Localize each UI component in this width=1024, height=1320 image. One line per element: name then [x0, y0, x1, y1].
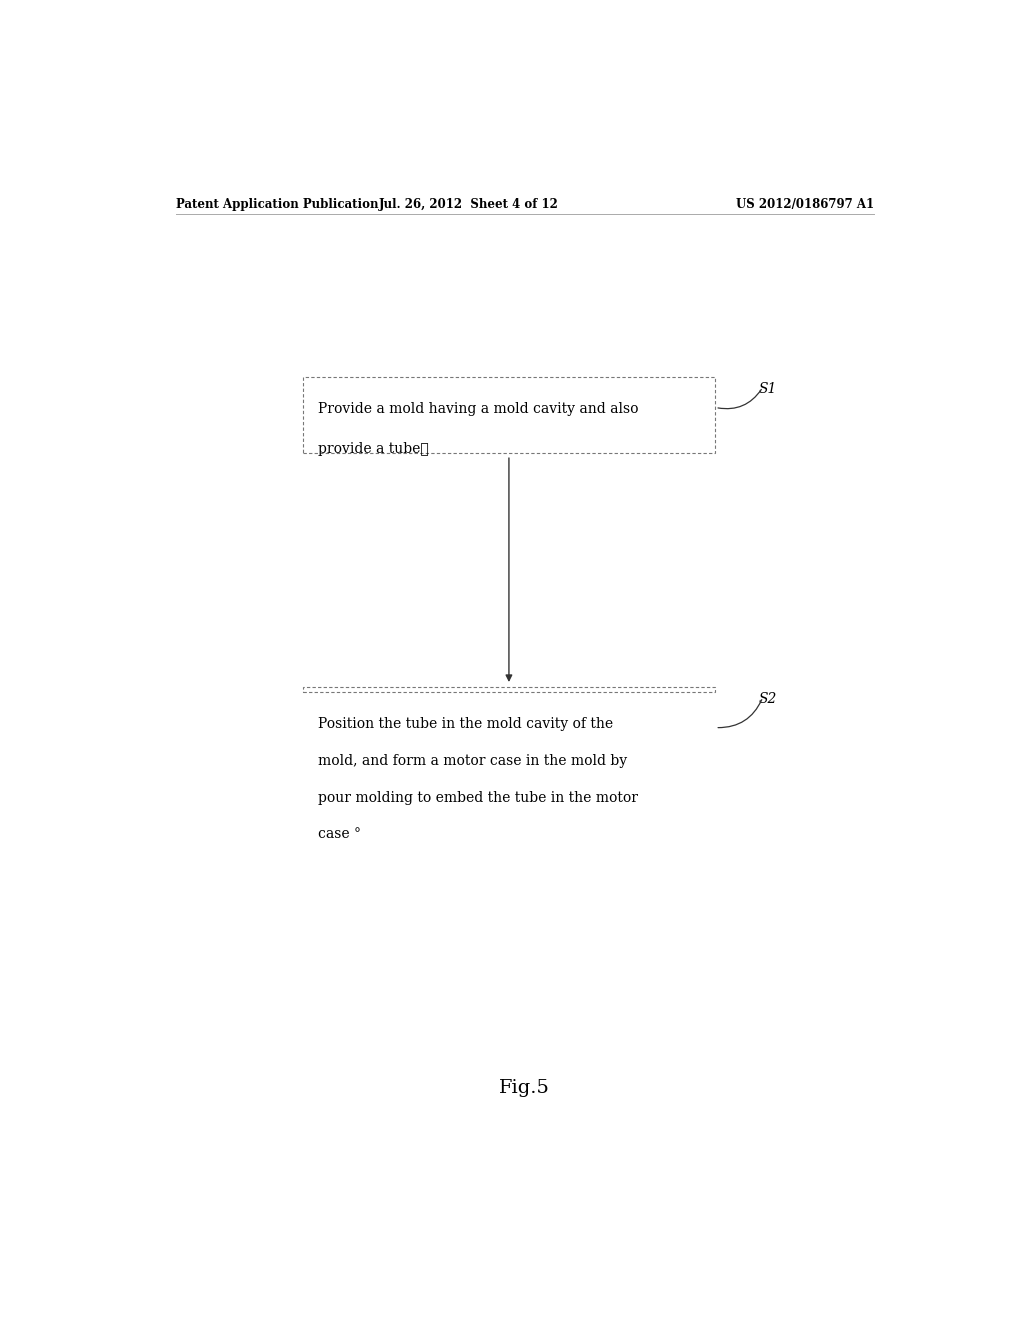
Bar [303, 686, 715, 692]
Text: mold, and form a motor case in the mold by: mold, and form a motor case in the mold … [318, 754, 628, 768]
Bar [303, 378, 715, 453]
Text: Position the tube in the mold cavity of the: Position the tube in the mold cavity of … [318, 718, 613, 731]
Text: Fig.5: Fig.5 [500, 1080, 550, 1097]
Text: Jul. 26, 2012  Sheet 4 of 12: Jul. 26, 2012 Sheet 4 of 12 [379, 198, 559, 211]
Text: US 2012/0186797 A1: US 2012/0186797 A1 [736, 198, 873, 211]
Text: provide a tube；: provide a tube； [318, 442, 429, 455]
Text: pour molding to embed the tube in the motor: pour molding to embed the tube in the mo… [318, 791, 639, 805]
Text: S1: S1 [759, 381, 777, 396]
Text: S2: S2 [759, 692, 777, 706]
Text: Provide a mold having a mold cavity and also: Provide a mold having a mold cavity and … [318, 403, 639, 416]
Text: Patent Application Publication: Patent Application Publication [176, 198, 378, 211]
Text: case °: case ° [318, 828, 361, 841]
